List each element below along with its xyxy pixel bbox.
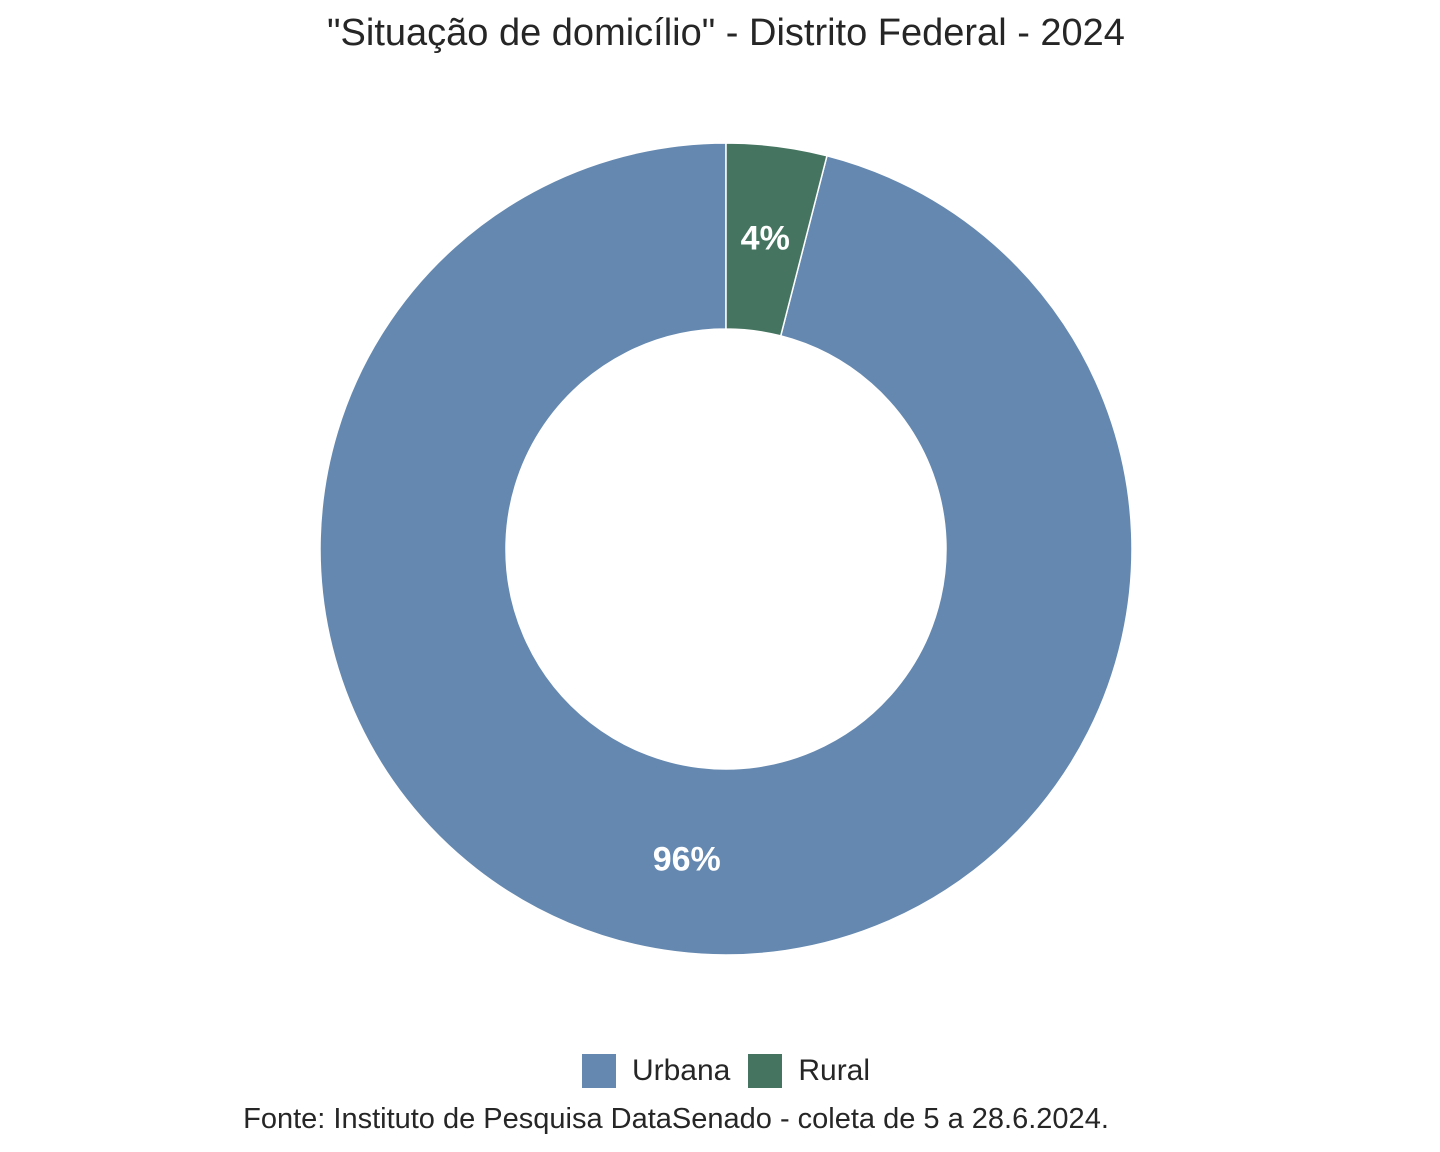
donut-slice-labels: 96% 4% <box>653 219 790 878</box>
legend-swatch-urbana <box>581 1054 616 1088</box>
legend-item-rural: Rural <box>748 1054 870 1088</box>
data-label-urbana: 96% <box>653 841 721 879</box>
donut-slices <box>319 142 1133 956</box>
data-label-rural: 4% <box>741 219 790 257</box>
source-caption: Fonte: Instituto de Pesquisa DataSenado … <box>243 1103 1109 1135</box>
donut-slice-urbana <box>319 142 1133 956</box>
legend-label-urbana: Urbana <box>631 1054 731 1087</box>
legend-label-rural: Rural <box>798 1054 871 1087</box>
donut-slice-rural <box>725 142 828 337</box>
legend-swatch-rural <box>748 1054 783 1088</box>
donut-chart: 96% 4% <box>319 142 1133 956</box>
chart-title: "Situação de domicílio" - Distrito Feder… <box>327 12 1125 54</box>
legend: Urbana Rural <box>0 1054 1440 1088</box>
legend-item-urbana: Urbana <box>581 1054 731 1088</box>
